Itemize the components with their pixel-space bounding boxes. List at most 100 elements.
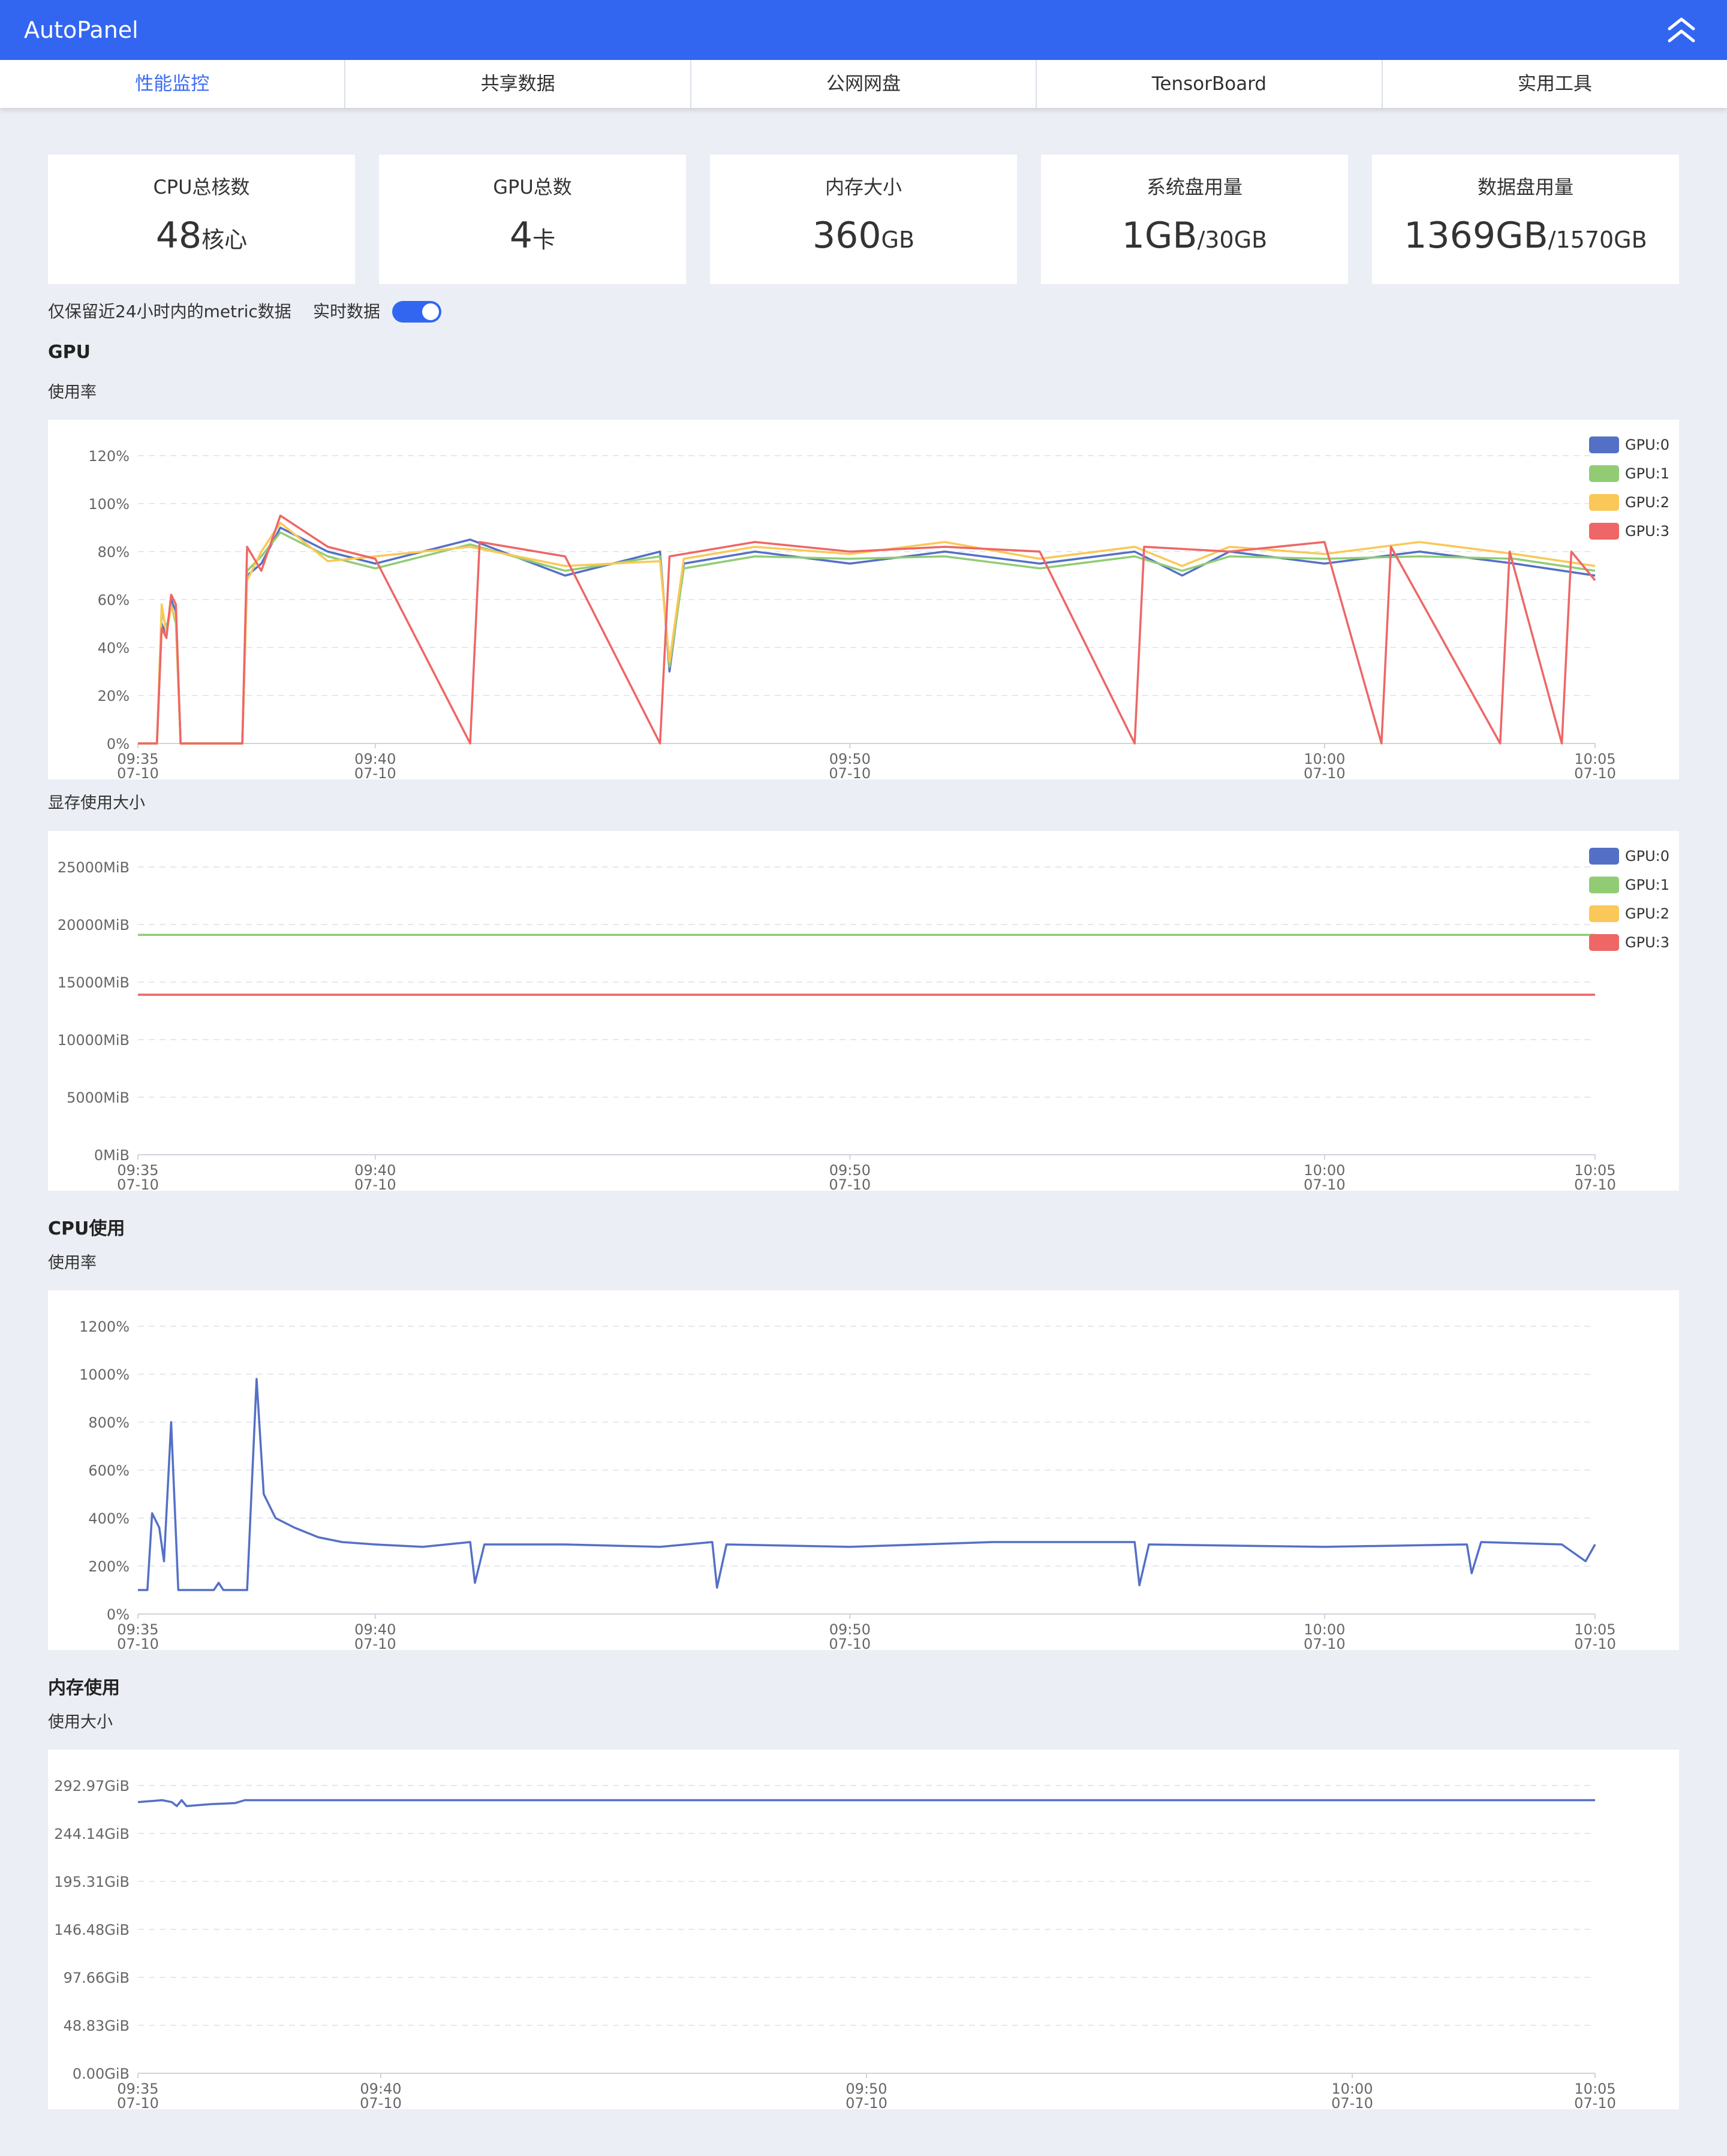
stat-value: 1GB (1121, 215, 1198, 257)
legend-label: GPU:3 (1625, 934, 1669, 951)
legend-label: GPU:3 (1625, 523, 1669, 540)
y-tick-label: 146.48GiB (54, 1922, 130, 1938)
y-tick-label: 0.00GiB (73, 2065, 130, 2082)
x-tick-date: 07-10 (117, 765, 159, 779)
gpu-memory-chart: 0MiB 5000MiB 10000MiB 15000MiB 20000MiB 25000… (48, 831, 1679, 1191)
x-tick-time: 10:00 (1304, 1162, 1345, 1179)
stat-label: GPU总数 (493, 176, 572, 198)
y-tick-label: 40% (98, 640, 130, 657)
legend-swatch (1589, 465, 1619, 482)
memory-usage-chart: 0.00GiB 48.83GiB 97.66GiB 146.48GiB 195.31Gi… (48, 1750, 1679, 2109)
stat-unit: 卡 (532, 227, 556, 253)
legend-swatch (1589, 523, 1619, 540)
y-tick-label: 120% (88, 448, 130, 465)
y-tick-label: 100% (88, 496, 130, 513)
x-tick-date: 07-10 (117, 2095, 159, 2109)
x-tick-time: 09:40 (360, 2080, 401, 2097)
y-tick-label: 0MiB (94, 1147, 130, 1164)
x-tick-time: 09:40 (354, 751, 396, 767)
x-tick-time: 09:50 (829, 751, 871, 767)
legend-swatch (1589, 436, 1619, 453)
y-tick-label: 195.31GiB (54, 1874, 130, 1890)
section-title-memory: 内存使用 (48, 1678, 120, 1699)
realtime-toggle[interactable] (392, 301, 441, 323)
y-tick-label: 60% (98, 592, 130, 609)
stat-gpu-count: GPU总数 4卡 (379, 155, 686, 284)
x-tick-time: 10:00 (1304, 1621, 1345, 1638)
x-tick-time: 09:35 (117, 2080, 158, 2097)
y-tick-label: 0% (107, 1606, 130, 1623)
stat-label: CPU总核数 (153, 176, 250, 198)
x-tick-date: 07-10 (354, 765, 396, 779)
double-chevron-up-icon[interactable] (1665, 14, 1698, 46)
y-tick-label: 20% (98, 688, 130, 704)
series-line (138, 526, 1596, 745)
y-tick-label: 15000MiB (58, 974, 130, 991)
x-tick-time: 10:00 (1304, 751, 1345, 767)
legend-swatch (1589, 934, 1619, 951)
x-tick-time: 10:05 (1574, 2080, 1615, 2097)
stat-unit: /30GB (1197, 227, 1268, 253)
series-line (138, 531, 1596, 745)
legend-label: GPU:1 (1625, 877, 1669, 893)
subtitle-cpu-usage: 使用率 (48, 1254, 97, 1272)
tab-netdisk[interactable]: 公网网盘 (691, 60, 1037, 108)
stat-label: 系统盘用量 (1146, 176, 1242, 198)
y-tick-label: 0% (107, 736, 130, 752)
stat-unit: GB (881, 227, 915, 253)
x-tick-time: 10:05 (1574, 751, 1615, 767)
subtitle-memory-usage: 使用大小 (48, 1713, 113, 1732)
x-tick-time: 09:40 (354, 1621, 396, 1638)
x-tick-date: 07-10 (360, 2095, 402, 2109)
subtitle-gpu-usage: 使用率 (48, 383, 97, 402)
series-line (138, 522, 1596, 745)
section-title-cpu: CPU使用 (48, 1218, 125, 1239)
x-tick-time: 09:40 (354, 1162, 396, 1179)
x-tick-time: 09:50 (829, 1621, 871, 1638)
x-tick-date: 07-10 (1574, 1636, 1616, 1650)
x-tick-date: 07-10 (1304, 1636, 1346, 1650)
x-tick-time: 09:35 (117, 1621, 158, 1638)
legend-label: GPU:0 (1625, 436, 1669, 453)
chart-svg: 0%20%40%60%80%100%120%09:3507-1009:4007-… (88, 436, 1669, 779)
x-tick-time: 09:35 (117, 1162, 158, 1179)
x-tick-date: 07-10 (846, 2095, 887, 2109)
x-tick-date: 07-10 (829, 765, 871, 779)
x-tick-date: 07-10 (1304, 765, 1346, 779)
y-tick-label: 800% (88, 1414, 130, 1431)
x-tick-time: 09:50 (829, 1162, 871, 1179)
series-line (138, 1378, 1596, 1591)
tab-shared-data[interactable]: 共享数据 (345, 60, 691, 108)
chart-svg: 0%200%400%600%800%1000%1200%09:3507-1009… (79, 1318, 1616, 1650)
retention-note: 仅保留近24小时内的metric数据 (48, 302, 291, 321)
stat-system-disk: 系统盘用量 1GB/30GB (1041, 155, 1348, 284)
y-tick-label: 400% (88, 1510, 130, 1527)
stat-label: 数据盘用量 (1477, 176, 1573, 198)
gpu-usage-chart: 0% 20% 40% 60% 80% 100% 120% 09:35 07-10 09:40 07-… (48, 420, 1679, 779)
x-tick-date: 07-10 (1331, 2095, 1373, 2109)
stat-unit: 核心 (201, 227, 248, 253)
stat-label: 内存大小 (825, 176, 902, 198)
tab-tensorboard[interactable]: TensorBoard (1037, 60, 1383, 108)
y-tick-label: 97.66GiB (64, 1970, 130, 1986)
tab-performance[interactable]: 性能监控 (0, 60, 346, 108)
chart-svg: 0MiB 5000MiB 10000MiB 15000MiB 20000MiB 25000… (58, 848, 1669, 1191)
x-tick-date: 07-10 (354, 1636, 396, 1650)
y-tick-label: 244.14GiB (54, 1826, 130, 1842)
stat-data-disk: 数据盘用量 1369GB/1570GB (1372, 155, 1679, 284)
legend-swatch (1589, 494, 1619, 511)
legend-label: GPU:1 (1625, 465, 1669, 482)
y-tick-label: 20000MiB (58, 917, 130, 934)
legend-label: GPU:2 (1625, 494, 1669, 511)
stat-value: 48 (155, 215, 202, 257)
x-tick-time: 09:35 (117, 751, 158, 767)
legend-swatch (1589, 848, 1619, 865)
tab-tools[interactable]: 实用工具 (1517, 73, 1592, 95)
x-tick-date: 07-10 (1574, 1176, 1616, 1191)
realtime-label: 实时数据 (313, 302, 381, 321)
legend-label: GPU:2 (1625, 905, 1669, 922)
legend-swatch (1589, 905, 1619, 922)
stat-value: 4 (509, 215, 533, 257)
x-tick-date: 07-10 (829, 1636, 871, 1650)
x-tick-date: 07-10 (117, 1176, 159, 1191)
